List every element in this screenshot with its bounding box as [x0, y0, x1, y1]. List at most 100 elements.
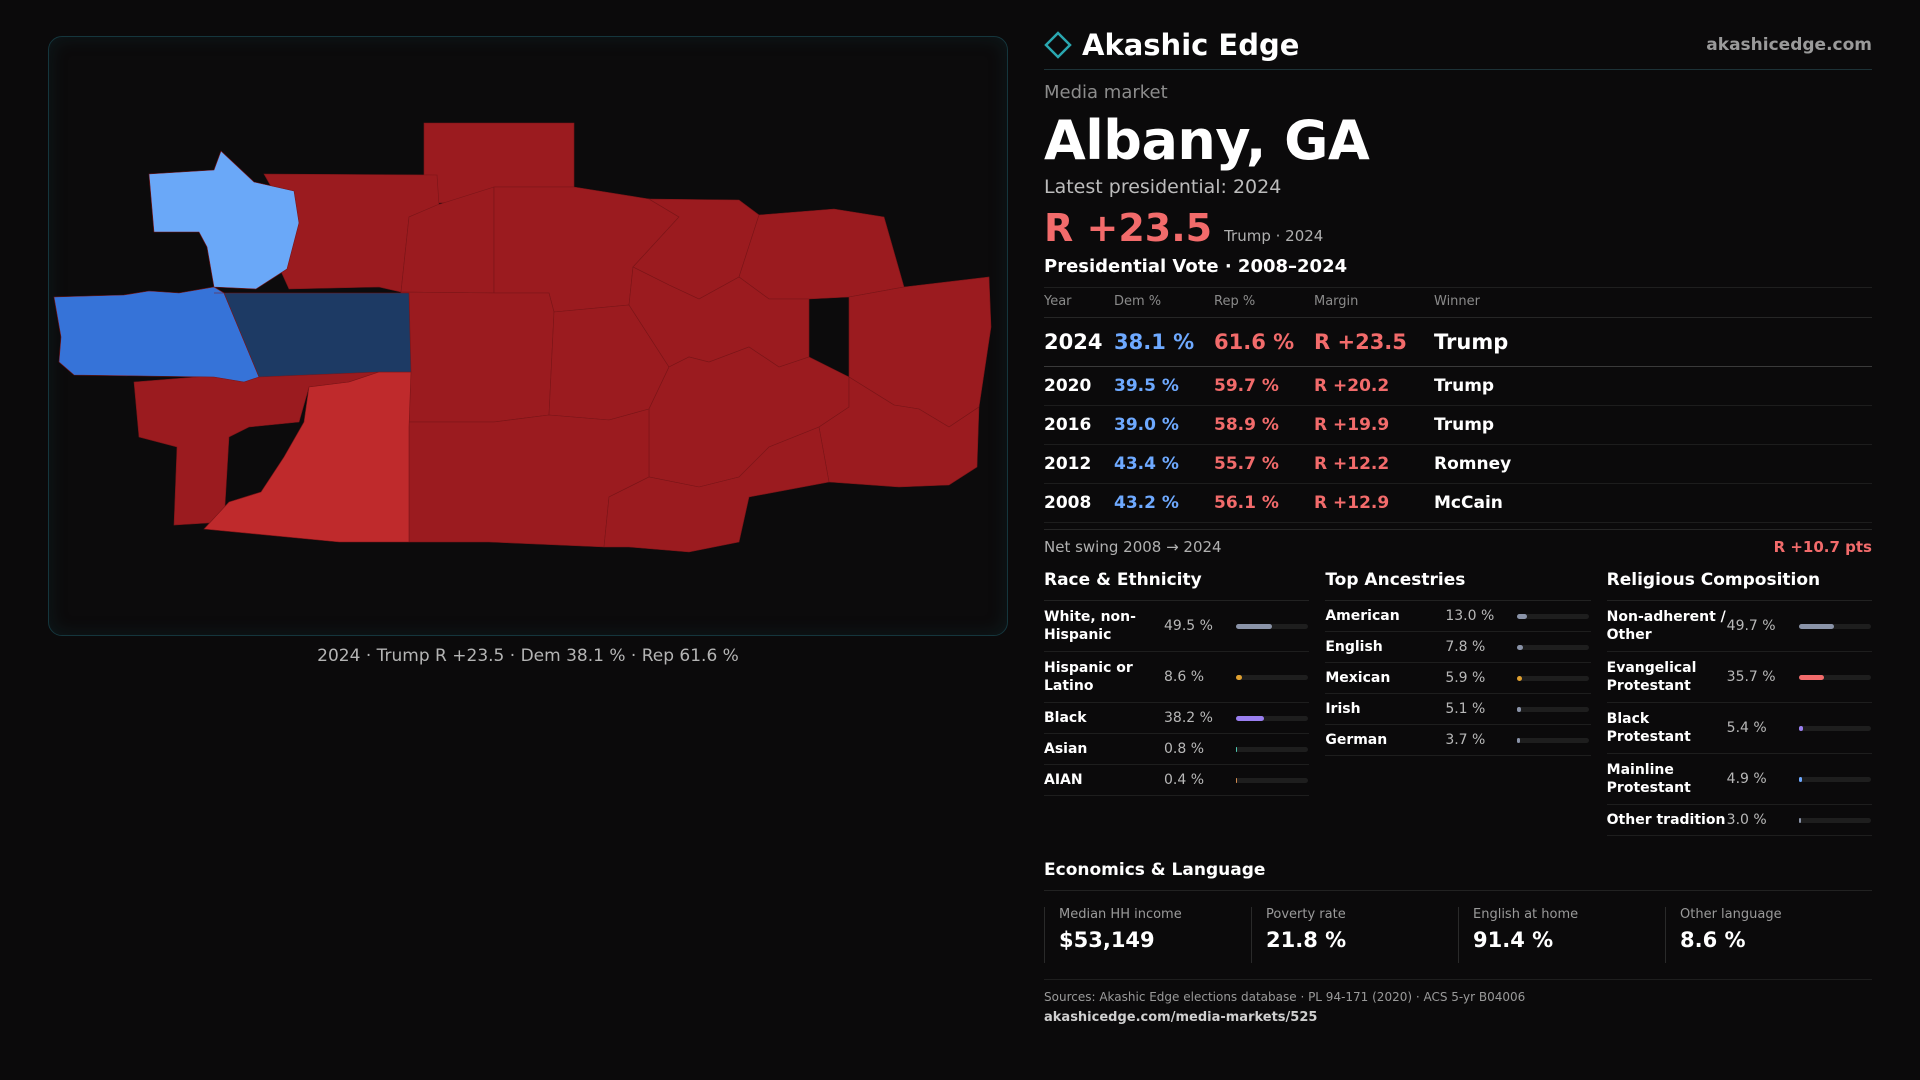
item-label: American	[1325, 608, 1400, 624]
share-bar-fill	[1236, 746, 1238, 752]
share-bar-fill	[1798, 674, 1825, 680]
item-value: 5.9 %	[1445, 670, 1486, 686]
net-swing-value: R +10.7 pts	[1773, 538, 1872, 556]
item-value: 49.7 %	[1726, 618, 1776, 634]
list-item: Black 38.2 %	[1044, 703, 1310, 734]
stat-label: Other language	[1680, 907, 1782, 922]
item-value: 4.9 %	[1726, 771, 1767, 787]
item-label: German	[1325, 732, 1388, 748]
county[interactable]	[203, 371, 412, 543]
table-row: 2020 39.5 % 59.7 % R +20.2 Trump	[1044, 366, 1872, 406]
row-dem: 39.0 %	[1114, 405, 1214, 445]
economics-title: Economics & Language	[1044, 860, 1872, 891]
share-bar	[1517, 737, 1590, 743]
row-rep: 56.1 %	[1214, 483, 1314, 523]
share-bar-fill	[1517, 613, 1527, 619]
county[interactable]	[148, 150, 300, 290]
row-rep: 58.9 %	[1214, 405, 1314, 445]
stat-value: 8.6 %	[1680, 928, 1746, 952]
county[interactable]	[738, 208, 905, 300]
share-bar	[1517, 644, 1590, 650]
county[interactable]	[603, 426, 830, 553]
stat-value: $53,149	[1059, 928, 1155, 952]
share-bar	[1798, 674, 1871, 680]
item-value: 8.6 %	[1164, 669, 1205, 685]
list-item: German 3.7 %	[1325, 725, 1591, 756]
market-detail-panel: Akashic Edge akashicedge.com Media marke…	[1044, 28, 1872, 1025]
race-ethnicity-section: Race & Ethnicity White, non-Hispanic 49.…	[1044, 570, 1310, 836]
item-label: Evangelical Protestant	[1606, 660, 1697, 694]
county[interactable]	[818, 376, 980, 488]
source-link[interactable]: akashicedge.com/media-markets/525	[1044, 1010, 1318, 1025]
row-year: 2024	[1044, 317, 1114, 367]
vote-table: Year Dem % Rep % Margin Winner 2024 38.1…	[1044, 288, 1872, 523]
stat-value: 91.4 %	[1473, 928, 1554, 952]
item-value: 3.0 %	[1726, 812, 1767, 828]
site-link[interactable]: akashicedge.com	[1706, 34, 1872, 55]
share-bar-fill	[1236, 623, 1272, 629]
stat-value: 21.8 %	[1266, 928, 1347, 952]
share-bar-fill	[1236, 674, 1243, 680]
item-label: English	[1325, 639, 1383, 655]
row-dem: 43.2 %	[1114, 483, 1214, 523]
item-label: Non-adherent / Other	[1606, 609, 1726, 643]
item-value: 3.7 %	[1445, 732, 1486, 748]
list-item: Mainline Protestant 4.9 %	[1606, 754, 1872, 805]
vote-table-header: Year Dem % Rep % Margin Winner	[1044, 288, 1872, 318]
net-swing: Net swing 2008 → 2024 R +10.7 pts	[1044, 529, 1872, 556]
list-item: Hispanic or Latino 8.6 %	[1044, 652, 1310, 703]
latest-presidential: Latest presidential: 2024	[1044, 176, 1282, 198]
item-label: White, non-Hispanic	[1044, 609, 1136, 643]
share-bar-fill	[1517, 706, 1521, 712]
list-item: Irish 5.1 %	[1325, 694, 1591, 725]
table-row: 2016 39.0 % 58.9 % R +19.9 Trump	[1044, 405, 1872, 445]
col-header-margin: Margin	[1314, 288, 1434, 318]
list-item: English 7.8 %	[1325, 632, 1591, 663]
list-item: American 13.0 %	[1325, 601, 1591, 632]
row-margin: R +23.5	[1314, 317, 1434, 367]
item-label: AIAN	[1044, 772, 1083, 788]
county[interactable]	[400, 291, 555, 423]
item-label: Black	[1044, 710, 1087, 726]
stat-card: Median HH income $53,149	[1044, 907, 1251, 963]
headline-margin-value: R +23.5	[1044, 206, 1213, 250]
share-bar	[1517, 613, 1590, 619]
share-bar-fill	[1517, 737, 1520, 743]
share-bar	[1798, 776, 1871, 782]
market-kicker: Media market	[1044, 82, 1168, 103]
item-label: Asian	[1044, 741, 1088, 757]
county-map	[53, 122, 992, 553]
share-bar	[1517, 706, 1590, 712]
religion-section: Religious Composition Non-adherent / Oth…	[1606, 570, 1872, 836]
row-rep: 59.7 %	[1214, 366, 1314, 406]
item-value: 13.0 %	[1445, 608, 1495, 624]
headline-margin-sub: Trump · 2024	[1224, 227, 1324, 245]
share-bar	[1236, 746, 1308, 752]
county[interactable]	[214, 292, 412, 378]
share-bar-fill	[1236, 777, 1238, 783]
col-header-year: Year	[1044, 288, 1114, 318]
row-year: 2016	[1044, 405, 1114, 445]
list-item: White, non-Hispanic 49.5 %	[1044, 601, 1310, 652]
page-title: Albany, GA	[1044, 109, 1370, 172]
share-bar	[1236, 674, 1308, 680]
stat-label: English at home	[1473, 907, 1579, 922]
share-bar	[1236, 623, 1308, 629]
list-item: Non-adherent / Other 49.7 %	[1606, 601, 1872, 652]
row-dem: 43.4 %	[1114, 444, 1214, 484]
share-bar	[1236, 777, 1308, 783]
item-label: Black Protestant	[1606, 711, 1691, 745]
item-value: 5.1 %	[1445, 701, 1486, 717]
share-bar	[1798, 817, 1871, 823]
row-dem: 38.1 %	[1114, 317, 1214, 367]
stat-label: Poverty rate	[1266, 907, 1346, 922]
row-rep: 61.6 %	[1214, 317, 1314, 367]
ancestries-section: Top Ancestries American 13.0 % English 7…	[1325, 570, 1591, 836]
share-bar-fill	[1517, 644, 1523, 650]
share-bar-fill	[1798, 817, 1801, 823]
list-item: Asian 0.8 %	[1044, 734, 1310, 765]
item-value: 38.2 %	[1164, 710, 1213, 726]
county-map-panel	[48, 36, 1008, 636]
row-dem: 39.5 %	[1114, 366, 1214, 406]
brand[interactable]: Akashic Edge	[1044, 28, 1299, 62]
